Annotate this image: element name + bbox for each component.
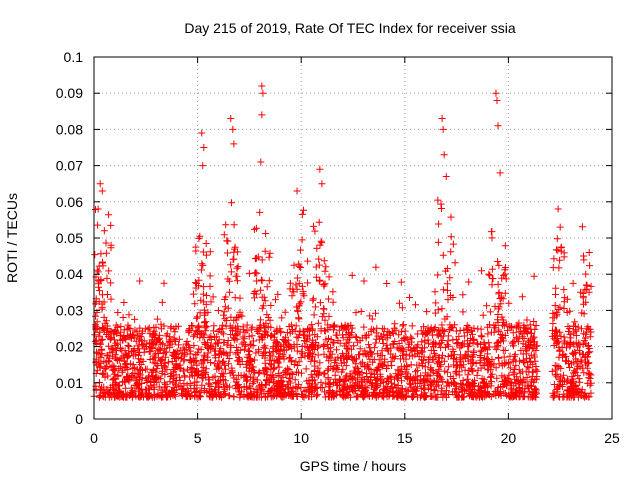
data-point: [440, 151, 448, 159]
data-point: [318, 180, 326, 188]
data-point: [293, 187, 301, 195]
x-tick-label: 25: [604, 430, 620, 446]
data-point: [229, 125, 237, 133]
data-points: [90, 82, 595, 401]
y-tick-label: 0.01: [56, 375, 83, 391]
data-point: [442, 172, 450, 180]
data-point: [198, 129, 206, 137]
y-tick-label: 0.08: [56, 121, 83, 137]
data-point: [96, 180, 104, 188]
y-tick-label: 0.04: [56, 266, 83, 282]
y-tick-label: 0.1: [64, 49, 84, 65]
data-point: [494, 122, 502, 130]
axis-ticks: [93, 56, 613, 420]
x-tick-label: 10: [293, 430, 309, 446]
data-point: [438, 115, 446, 123]
data-point: [230, 140, 238, 148]
x-tick-label: 0: [90, 430, 98, 446]
x-tick-label: 20: [501, 430, 517, 446]
data-point: [98, 187, 106, 195]
y-tick-label: 0.09: [56, 85, 83, 101]
data-point: [200, 144, 208, 151]
data-point: [259, 89, 267, 97]
data-point: [439, 125, 447, 133]
data-point: [554, 205, 562, 213]
x-axis-label: GPS time / hours: [300, 458, 407, 474]
y-tick-label: 0.03: [56, 302, 83, 318]
data-point: [496, 169, 504, 177]
y-tick-label: 0.05: [56, 230, 83, 246]
data-point-cloud: [90, 196, 595, 401]
data-point: [100, 227, 108, 235]
data-point: [227, 115, 235, 123]
x-tick-label: 15: [397, 430, 413, 446]
data-point: [493, 96, 501, 104]
data-point: [257, 158, 265, 166]
data-point: [585, 248, 593, 256]
chart-title: Day 215 of 2019, Rate Of TEC Index for r…: [184, 20, 515, 36]
data-point: [199, 162, 207, 170]
tick-labels: 0 5 10 15 20 25 0 0.01 0.02 0.03 0.04 0.05 0.06 0.07 0…: [56, 49, 620, 446]
y-axis-label: ROTI / TECUs: [4, 193, 20, 283]
x-tick-label: 5: [194, 430, 202, 446]
data-point: [316, 165, 324, 173]
data-point: [492, 89, 500, 97]
y-tick-label: 0.07: [56, 158, 83, 174]
data-point: [258, 111, 266, 119]
y-tick-label: 0.06: [56, 194, 83, 210]
y-tick-label: 0: [75, 411, 83, 427]
y-tick-label: 0.02: [56, 339, 83, 355]
data-point: [258, 82, 266, 90]
data-point: [556, 223, 564, 231]
